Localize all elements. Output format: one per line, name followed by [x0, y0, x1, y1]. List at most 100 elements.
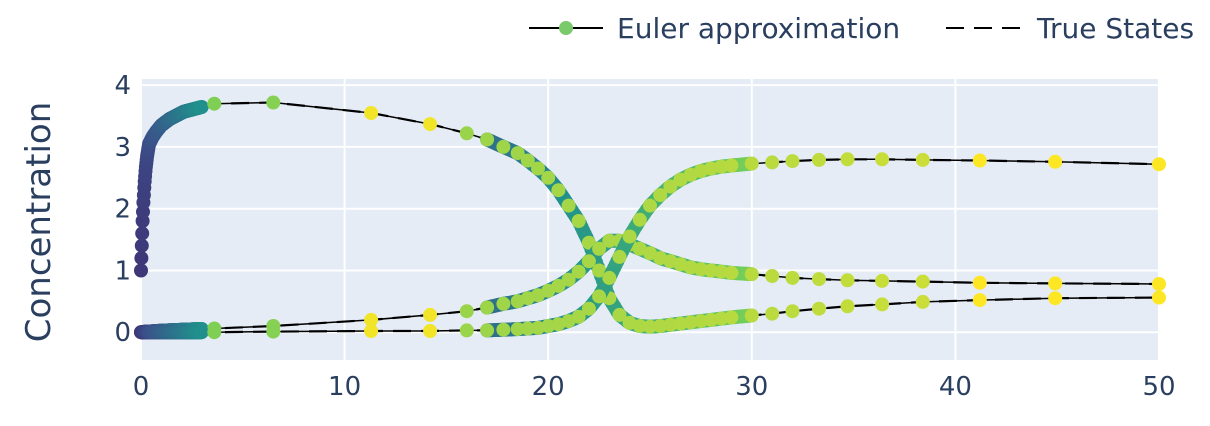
euler-point — [744, 267, 759, 282]
x-tick-label: 40 — [939, 372, 972, 402]
euler-point — [510, 146, 525, 161]
euler-point — [840, 152, 855, 167]
euler-point — [972, 293, 987, 308]
euler-point — [915, 152, 930, 167]
euler-point — [704, 263, 719, 278]
euler-point — [592, 241, 607, 256]
euler-point — [602, 233, 617, 248]
euler-point — [266, 95, 281, 110]
euler-point — [571, 309, 586, 324]
euler-point — [207, 325, 222, 340]
euler-point — [581, 301, 596, 316]
euler-point — [496, 139, 511, 154]
x-tick-label: 20 — [532, 372, 565, 402]
euler-point — [480, 323, 495, 338]
euler-band-point — [134, 238, 149, 253]
euler-point — [972, 153, 987, 168]
euler-point — [480, 300, 495, 315]
euler-point — [459, 126, 474, 141]
euler-point — [510, 322, 525, 337]
euler-point — [875, 297, 890, 312]
euler-point — [622, 229, 637, 244]
euler-band-point — [135, 226, 150, 241]
x-tick-label: 50 — [1142, 372, 1175, 402]
euler-point — [765, 155, 780, 170]
x-tick-label: 30 — [735, 372, 768, 402]
euler-point — [496, 296, 511, 311]
euler-point — [531, 161, 545, 176]
euler-band-point — [194, 325, 209, 340]
euler-point — [653, 319, 668, 333]
euler-point — [765, 269, 780, 283]
euler-point — [1048, 291, 1063, 306]
euler-point — [915, 274, 930, 289]
euler-point — [724, 158, 739, 173]
euler-point — [423, 324, 438, 338]
euler-point — [812, 152, 826, 167]
y-tick-label: 1 — [114, 256, 131, 286]
euler-point — [875, 273, 890, 288]
euler-band-point — [134, 251, 149, 266]
euler-markers — [134, 95, 1166, 340]
euler-point — [423, 307, 438, 322]
euler-point — [724, 310, 739, 325]
euler-point — [693, 314, 708, 329]
euler-point — [765, 306, 780, 321]
euler-point — [785, 304, 800, 319]
x-axis-ticks: 0 10 20 30 40 50 — [133, 372, 1176, 402]
euler-point — [1048, 154, 1063, 169]
euler-point — [785, 154, 800, 169]
x-tick-label: 0 — [133, 372, 150, 402]
legend-item-true-states[interactable]: True States — [946, 12, 1194, 45]
euler-point — [571, 214, 586, 228]
euler-band-point — [194, 100, 209, 114]
euler-point — [459, 323, 474, 338]
euler-point — [643, 198, 657, 213]
euler-point — [561, 272, 576, 287]
y-axis-label: Concentration — [19, 102, 59, 343]
legend[interactable]: Euler approximation True States — [529, 12, 1194, 45]
euler-point — [724, 265, 739, 280]
euler-point — [541, 170, 556, 185]
euler-point — [744, 308, 759, 323]
euler-point — [840, 273, 855, 288]
euler-point — [1152, 290, 1166, 305]
euler-point — [551, 278, 566, 293]
euler-point — [840, 299, 855, 314]
euler-point — [632, 212, 647, 227]
x-tick-label: 10 — [328, 372, 361, 402]
euler-point — [812, 272, 826, 287]
euler-point — [785, 270, 800, 285]
euler-point — [693, 262, 708, 277]
y-tick-label: 2 — [114, 195, 131, 225]
legend-item-euler[interactable]: Euler approximation — [529, 12, 900, 45]
euler-point — [520, 153, 535, 168]
y-tick-label: 4 — [114, 71, 131, 101]
y-axis-ticks: 0 1 2 3 4 — [114, 71, 131, 348]
euler-point — [915, 294, 930, 309]
euler-point — [612, 307, 627, 322]
euler-point — [459, 304, 474, 319]
plot-background — [141, 79, 1159, 360]
euler-point — [812, 301, 826, 316]
y-tick-label: 3 — [114, 133, 131, 163]
euler-point — [612, 249, 627, 264]
euler-band-point — [134, 263, 148, 278]
euler-point — [1048, 276, 1063, 291]
legend-euler-marker — [559, 21, 573, 35]
legend-euler-label: Euler approximation — [617, 12, 900, 45]
euler-point — [581, 254, 596, 269]
euler-point — [207, 96, 222, 111]
euler-point — [673, 316, 688, 331]
euler-point — [364, 106, 379, 120]
euler-point — [423, 117, 438, 132]
euler-point — [496, 322, 511, 337]
euler-point — [480, 132, 495, 147]
euler-point — [704, 312, 719, 327]
euler-point — [663, 179, 678, 194]
euler-point — [364, 324, 379, 338]
euler-point — [1152, 277, 1166, 291]
euler-point — [266, 324, 281, 339]
euler-point — [683, 315, 698, 330]
